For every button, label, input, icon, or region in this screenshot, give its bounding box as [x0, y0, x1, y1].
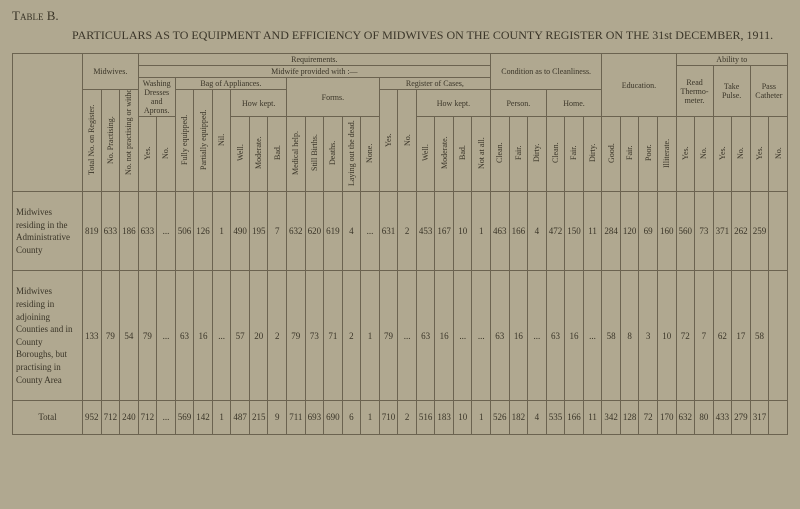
hdr-condition: Condition as to Cleanliness. [491, 54, 602, 90]
col-partially-equipped: Partially equipped. [199, 105, 208, 175]
hdr-midwives: Midwives. [83, 54, 139, 90]
col-hk2-bad: Bad. [458, 118, 467, 188]
hdr-bag: Bag of Appliances. [175, 78, 286, 90]
hdr-requirements: Requirements. [138, 54, 490, 66]
col-bag-nil: Nil. [217, 105, 226, 175]
col-ed-illit: Illiterate. [662, 118, 671, 188]
col-deaths: Deaths. [328, 118, 337, 188]
col-medical-help: Medical help. [291, 118, 300, 188]
hdr-register: Register of Cases, [379, 78, 490, 90]
col-reg-no: No. [403, 105, 412, 175]
row-label: Total [13, 401, 83, 435]
row-label: Midwives residing in adjoining Counties … [13, 271, 83, 401]
table-row-total: Total 952712240712...5691421487215971169… [13, 401, 788, 435]
hdr-washing: Washing Dresses and Aprons. [138, 78, 175, 117]
col-wash-yes: Yes. [143, 118, 152, 188]
col-laying-out: Laying out the dead. [347, 118, 356, 188]
data-table: Midwives. Requirements. Condition as to … [12, 53, 788, 435]
hdr-person: Person. [491, 90, 547, 117]
col-wash-no: No. [161, 118, 170, 188]
col-reg-yes: Yes. [384, 105, 393, 175]
col-rt-no: No. [699, 118, 708, 188]
page-title: PARTICULARS AS TO EQUIPMENT AND EFFICIEN… [12, 28, 788, 43]
col-pc-yes: Yes. [755, 118, 764, 188]
col-h-fair: Fair. [569, 118, 578, 188]
table-row: Midwives residing in adjoining Counties … [13, 271, 788, 401]
hdr-ability: Ability to [676, 54, 788, 66]
col-p-clean: Clean. [495, 118, 504, 188]
col-tp-no: No. [736, 118, 745, 188]
hdr-education: Education. [602, 54, 676, 117]
col-fully-equipped: Fully equipped. [180, 105, 189, 175]
col-no-not-practising: No. not practising or without cases in 1… [124, 105, 133, 175]
table-body: Midwives residing in the Administrative … [13, 192, 788, 435]
hdr-read-thermo: Read Thermo-meter. [676, 66, 713, 117]
col-tp-yes: Yes. [718, 118, 727, 188]
col-h-clean: Clean. [551, 118, 560, 188]
table-label: Table B. [12, 8, 788, 24]
col-hk-well: Well. [236, 118, 245, 188]
hdr-pass-cath: Pass Catheter [750, 66, 787, 117]
row-label: Midwives residing in the Administrative … [13, 192, 83, 271]
col-still-births: Still Births. [310, 118, 319, 188]
col-hk-moderate: Moderate. [254, 118, 263, 188]
col-ed-good: Good. [607, 118, 616, 188]
hdr-forms: Forms. [287, 78, 380, 117]
col-no-practising: No. Practising. [106, 105, 115, 175]
col-rt-yes: Yes. [681, 118, 690, 188]
col-p-dirty: Dirty. [532, 118, 541, 188]
col-p-fair: Fair. [514, 118, 523, 188]
col-hk-bad: Bad. [273, 118, 282, 188]
col-total-no: Total No. on Register. [87, 105, 96, 175]
col-pc-no: No. [774, 118, 783, 188]
table-row: Midwives residing in the Administrative … [13, 192, 788, 271]
col-h-dirty: Dirty. [588, 118, 597, 188]
col-hk2-well: Well. [421, 118, 430, 188]
col-hk2-not: Not at all. [477, 118, 486, 188]
hdr-midwife-provided: Midwife provided with :— [138, 66, 490, 78]
hdr-howkept2: How kept. [416, 90, 490, 117]
col-ed-fair: Fair. [625, 118, 634, 188]
hdr-take-pulse: Take Pulse. [713, 66, 750, 117]
col-ed-poor: Poor. [644, 118, 653, 188]
hdr-home: Home. [546, 90, 602, 117]
hdr-howkept1: How kept. [231, 90, 287, 117]
col-hk2-moderate: Moderate. [440, 118, 449, 188]
col-none: None. [365, 118, 374, 188]
